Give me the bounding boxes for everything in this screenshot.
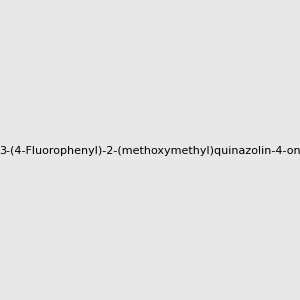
Text: 3-(4-Fluorophenyl)-2-(methoxymethyl)quinazolin-4-one: 3-(4-Fluorophenyl)-2-(methoxymethyl)quin… [0,146,300,157]
